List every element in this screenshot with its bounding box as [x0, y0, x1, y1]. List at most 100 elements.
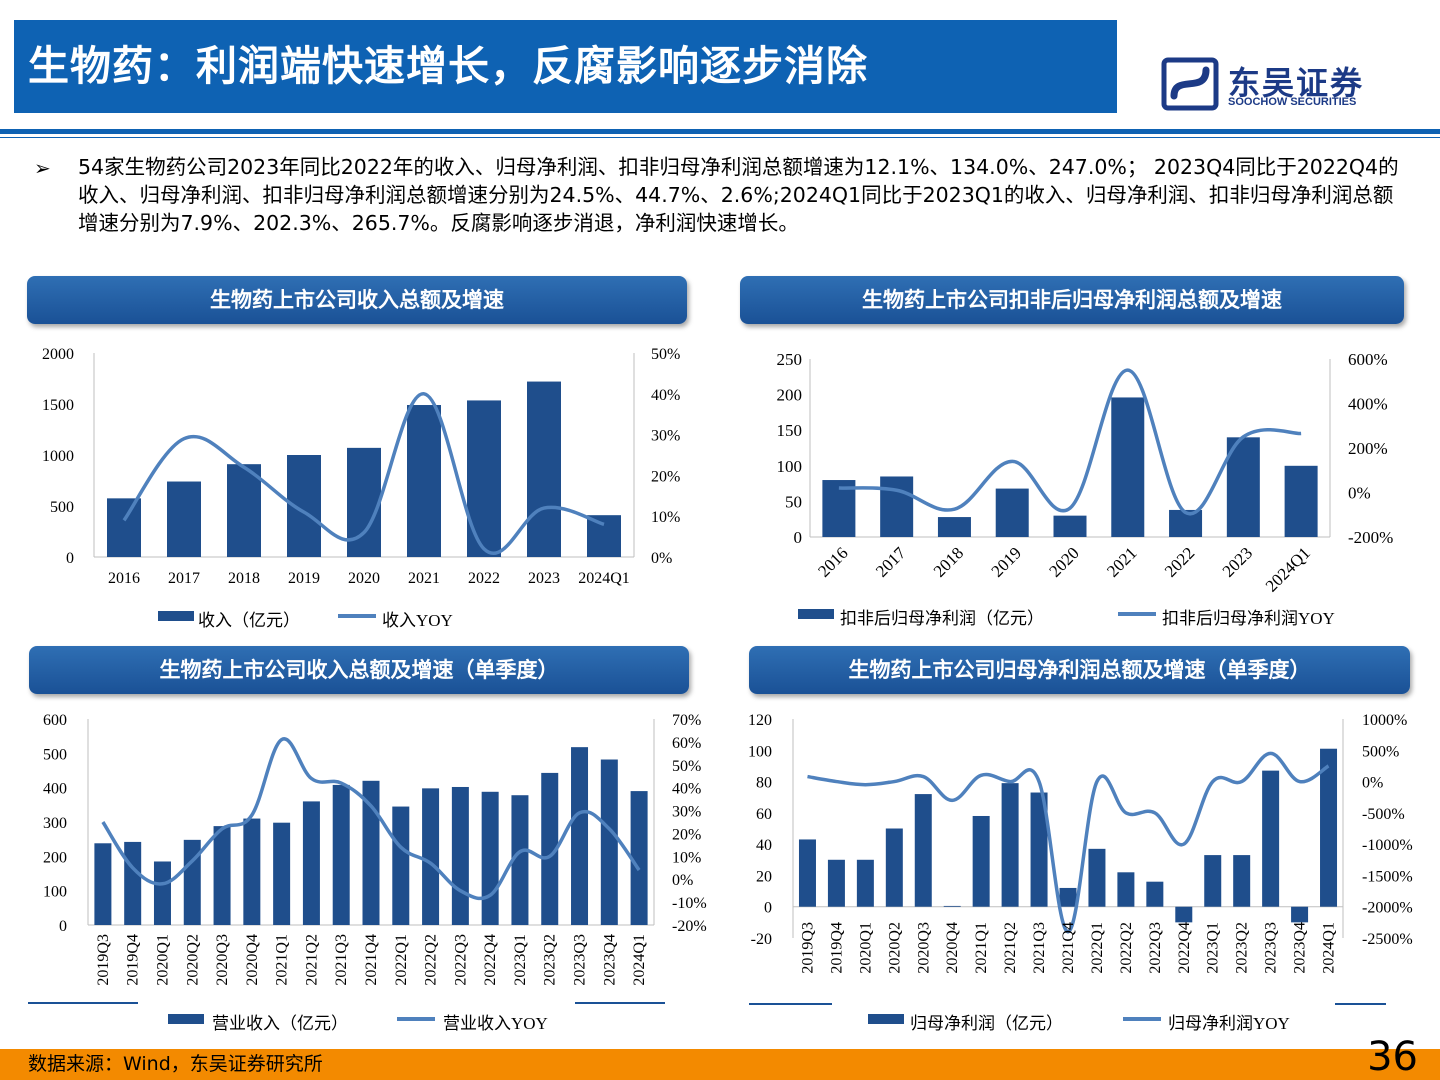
x-tick-label: 2024Q1: [1262, 543, 1314, 595]
bar: [1233, 855, 1251, 907]
bar: [1262, 770, 1280, 907]
x-tick-label: 2022Q3: [1147, 922, 1164, 974]
y2-tick-label: 30%: [672, 804, 701, 821]
bar: [798, 839, 816, 907]
y-tick-label: 300: [43, 815, 67, 832]
y-tick-label: 100: [43, 884, 67, 901]
x-tick-label: 2016: [814, 543, 851, 580]
yoy-line: [838, 368, 1302, 516]
bar: [1117, 872, 1135, 907]
legend-bar-swatch: [798, 609, 834, 619]
y-tick-label: 0: [794, 528, 803, 547]
x-tick-label: 2024Q1: [631, 934, 648, 986]
y-tick-label: 600: [43, 712, 67, 729]
logo-name-en: SOOCHOW SECURITIES: [1228, 96, 1357, 108]
bar: [1030, 792, 1048, 907]
bar: [227, 464, 261, 557]
y2-tick-label: -1000%: [1362, 837, 1413, 854]
yoy-line: [101, 737, 641, 901]
bar: [1088, 848, 1106, 907]
page-number: 36: [1367, 1034, 1418, 1080]
summary-text: 54家生物药公司2023年同比2022年的收入、归母净利润、扣非归母净利润总额增…: [78, 155, 1399, 235]
bar: [407, 405, 441, 557]
x-tick-label: 2018: [930, 543, 967, 580]
x-tick-label: 2023Q2: [542, 934, 559, 986]
bullet-arrow-icon: ➢: [34, 156, 51, 180]
x-tick-label: 2021Q3: [333, 934, 350, 986]
bar: [94, 843, 112, 925]
x-tick-label: 2021: [408, 570, 440, 587]
bar: [362, 780, 380, 925]
bar: [1204, 855, 1222, 907]
legend-bar-swatch: [868, 1014, 904, 1024]
bar: [451, 786, 469, 925]
bar: [1001, 783, 1019, 907]
bar: [1146, 881, 1164, 907]
y-tick-label: 500: [50, 499, 74, 516]
x-tick-label: 2021: [1103, 543, 1140, 580]
y-tick-label: 200: [777, 386, 803, 405]
y2-tick-label: 0%: [1348, 484, 1371, 503]
legend-bar-swatch: [168, 1014, 204, 1024]
y2-tick-label: 600%: [1348, 350, 1388, 369]
x-tick-label: 2024Q1: [1321, 922, 1338, 974]
bar: [1320, 748, 1338, 907]
panel-header-deducted-profit: 生物药上市公司扣非后归母净利润总额及增速: [740, 276, 1404, 324]
x-tick-label: 2018: [228, 570, 260, 587]
logo-mark-icon: [1161, 57, 1219, 111]
x-tick-label: 2017: [168, 570, 200, 587]
y-tick-label: 50: [785, 492, 802, 511]
x-tick-label: 2022Q1: [393, 934, 410, 986]
x-tick-label: 2020Q4: [244, 934, 261, 986]
y-tick-label: 20: [756, 868, 772, 885]
x-tick-label: 2019Q3: [95, 934, 112, 986]
y2-tick-label: -2000%: [1362, 900, 1413, 917]
bar: [422, 788, 440, 925]
bar: [124, 841, 142, 925]
bar: [995, 488, 1029, 537]
y-tick-label: 200: [43, 849, 67, 866]
legend-bar-label: 营业收入（亿元）: [212, 1014, 348, 1033]
y2-tick-label: 10%: [651, 509, 680, 526]
y2-tick-label: 20%: [651, 468, 680, 485]
y-tick-label: -20: [751, 931, 772, 948]
x-tick-label: 2019Q4: [125, 934, 142, 986]
x-tick-label: 2021Q1: [274, 934, 291, 986]
legend-line-label: 扣非后归母净利润YOY: [1162, 609, 1335, 628]
bar: [1053, 515, 1087, 537]
header-rule: [0, 129, 1440, 134]
y2-tick-label: 0%: [1362, 775, 1383, 792]
legend-bar-label: 收入（亿元）: [198, 611, 300, 630]
y2-tick-label: 30%: [651, 428, 680, 445]
bar: [1175, 906, 1193, 923]
bar: [273, 822, 291, 925]
y-tick-label: 1000: [42, 448, 74, 465]
y2-tick-label: 10%: [672, 849, 701, 866]
legend-line-label: 营业收入YOY: [443, 1014, 548, 1033]
bar: [302, 801, 320, 925]
bar: [527, 381, 561, 557]
bar: [167, 481, 201, 557]
x-tick-label: 2022Q2: [423, 934, 440, 986]
y2-tick-label: 70%: [672, 712, 701, 729]
x-tick-label: 2020Q3: [214, 934, 231, 986]
x-tick-label: 2022: [1161, 543, 1198, 580]
x-tick-label: 2020Q1: [154, 934, 171, 986]
bar: [183, 839, 201, 925]
x-tick-label: 2020Q3: [915, 922, 932, 974]
yoy-line: [807, 751, 1330, 934]
panel-header-quarterly-revenue: 生物药上市公司收入总额及增速（单季度）: [29, 646, 689, 694]
y-tick-label: 400: [43, 781, 67, 798]
x-tick-label: 2021Q4: [363, 934, 380, 986]
data-source: 数据来源：Wind，东吴证券研究所: [28, 1053, 323, 1075]
x-tick-label: 2020Q2: [184, 934, 201, 986]
y-tick-label: 40: [756, 837, 772, 854]
bar: [600, 759, 618, 925]
panel-header-quarterly-profit: 生物药上市公司归母净利润总额及增速（单季度）: [749, 646, 1410, 694]
footer-bar: 数据来源：Wind，东吴证券研究所: [0, 1049, 1440, 1080]
x-tick-label: 2023Q4: [1292, 922, 1309, 974]
brand-logo: 东吴证券 SOOCHOW SECURITIES: [1160, 56, 1390, 116]
title-bar: 生物药：利润端快速增长，反腐影响逐步消除: [14, 20, 1117, 113]
y2-tick-label: 500%: [1362, 743, 1399, 760]
